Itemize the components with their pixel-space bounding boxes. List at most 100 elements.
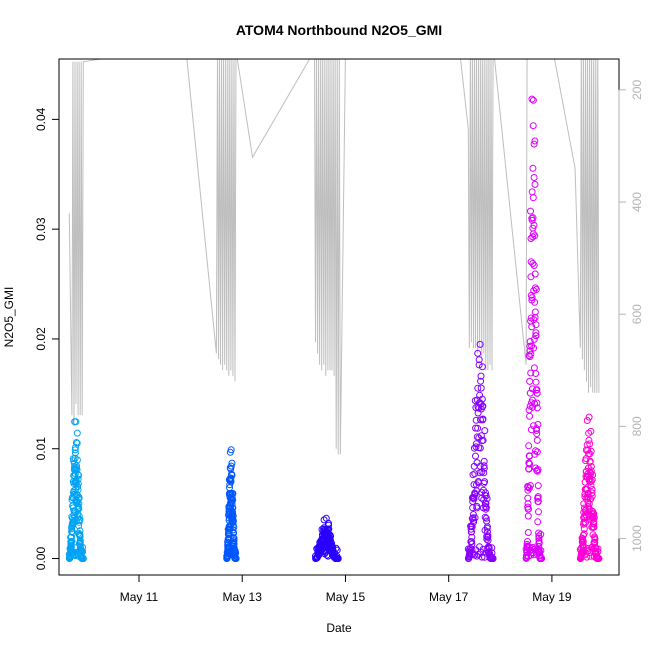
data-point	[468, 528, 475, 536]
data-point	[472, 452, 479, 460]
data-point	[583, 417, 591, 424]
data-point	[474, 384, 482, 392]
data-point	[530, 364, 538, 372]
data-point	[532, 370, 540, 377]
data-point	[530, 140, 538, 148]
data-point	[524, 512, 532, 520]
data-point	[68, 537, 76, 545]
data-point	[588, 489, 596, 497]
data-point	[526, 389, 534, 397]
data-point	[68, 528, 76, 536]
data-point	[334, 555, 342, 562]
data-point	[484, 532, 492, 540]
data-point	[535, 532, 543, 540]
right-tick-label: 400	[630, 192, 644, 212]
data-point	[528, 323, 536, 331]
data-point	[76, 533, 84, 541]
data-point	[79, 543, 87, 551]
data-point	[580, 530, 588, 538]
data-point	[594, 548, 602, 555]
data-point	[525, 505, 532, 513]
data-point	[526, 460, 534, 468]
data-point	[529, 194, 537, 202]
data-point	[71, 446, 79, 454]
right-tick-label: 200	[630, 80, 644, 100]
data-point	[481, 513, 489, 521]
data-point	[480, 462, 488, 470]
data-point	[531, 232, 539, 240]
data-point	[79, 548, 87, 555]
data-point	[230, 534, 238, 542]
data-point	[476, 444, 484, 452]
data-point	[228, 459, 236, 467]
data-point	[477, 377, 485, 385]
data-point	[533, 448, 541, 456]
data-point	[482, 499, 490, 507]
data-point	[480, 464, 488, 472]
data-point	[529, 260, 537, 267]
data-point	[533, 436, 541, 444]
data-point	[533, 399, 541, 407]
data-point	[489, 555, 497, 562]
data-point	[227, 478, 235, 486]
data-point	[75, 471, 83, 479]
data-point	[535, 539, 543, 547]
data-point	[75, 512, 83, 520]
data-point	[528, 342, 536, 350]
right-tick-label: 1000	[630, 525, 644, 552]
data-point	[67, 538, 75, 546]
data-point	[527, 350, 535, 358]
data-point	[587, 467, 595, 475]
data-point	[474, 424, 482, 432]
data-point	[480, 457, 488, 465]
data-point	[472, 416, 480, 424]
data-point	[332, 544, 340, 552]
data-point	[531, 270, 539, 278]
series-1-points	[65, 418, 87, 562]
data-point	[73, 439, 81, 447]
data-point	[526, 338, 534, 345]
data-point	[525, 459, 533, 467]
data-point	[468, 515, 476, 523]
data-point	[480, 469, 488, 477]
data-point	[478, 395, 486, 403]
data-point	[72, 444, 79, 451]
data-point	[531, 284, 539, 292]
data-point	[591, 536, 599, 543]
data-point	[534, 518, 542, 526]
data-point	[468, 533, 476, 541]
y-axis-label: N2O5_GMI	[2, 287, 16, 348]
data-point	[532, 286, 540, 293]
data-point	[586, 440, 594, 448]
data-point	[585, 413, 593, 421]
data-point	[531, 308, 539, 316]
data-point	[586, 457, 594, 465]
data-point	[538, 555, 546, 562]
data-point	[228, 493, 236, 501]
y-tick-label: 0.01	[34, 437, 48, 461]
data-point	[229, 490, 237, 497]
data-point	[483, 523, 491, 531]
data-point	[525, 352, 533, 359]
data-point	[71, 449, 79, 457]
data-point	[229, 496, 237, 504]
data-point	[320, 516, 328, 524]
data-point	[484, 536, 492, 544]
data-point	[527, 426, 535, 434]
data-point	[468, 538, 476, 546]
data-point	[525, 442, 533, 450]
series-5-points	[522, 95, 546, 562]
data-point	[76, 537, 84, 545]
y-tick-label: 0.04	[34, 107, 48, 131]
data-point	[529, 230, 537, 238]
data-point	[529, 214, 537, 222]
data-point	[478, 363, 486, 371]
data-point	[479, 436, 487, 444]
data-point	[533, 404, 541, 412]
data-point	[534, 482, 542, 490]
data-point	[72, 418, 80, 426]
pressure-trace-layer	[68, 59, 600, 455]
data-point	[333, 546, 341, 554]
data-point	[227, 446, 235, 454]
data-point	[482, 503, 490, 510]
